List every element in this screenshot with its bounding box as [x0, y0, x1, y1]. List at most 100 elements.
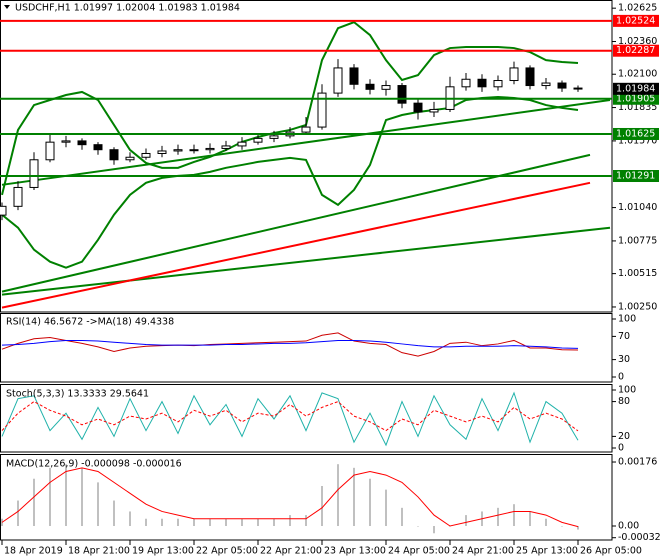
- candle-body: [45, 141, 55, 161]
- histogram-bar: [97, 482, 99, 527]
- histogram-bar: [17, 500, 19, 527]
- histogram-bar: [129, 511, 131, 527]
- candle-body: [173, 149, 183, 152]
- y-tick-label: 0.00176: [618, 457, 657, 468]
- candle-body: [573, 87, 583, 90]
- y-tick-label: -0.000322: [618, 532, 660, 543]
- candle-body: [269, 135, 279, 139]
- histogram-bar: [385, 489, 387, 527]
- histogram-bar: [49, 467, 51, 527]
- indicator-line: [1, 391, 579, 447]
- level-label: 1.02287: [616, 45, 655, 56]
- x-tick-label: 26 Apr 05:00: [580, 546, 642, 557]
- histogram-bar: [225, 518, 227, 527]
- y-tick-label: 1.00515: [618, 268, 657, 279]
- main-title: USDCHF,H1 1.01997 1.02004 1.01983 1.0198…: [15, 3, 240, 14]
- histogram-bar: [65, 464, 67, 527]
- candle-body: [493, 80, 503, 88]
- candle-body: [301, 126, 311, 133]
- level-box: [613, 170, 659, 183]
- stoch-title: Stoch(5,3,3) 13.3333 29.5641: [6, 389, 149, 400]
- level-box: [613, 14, 659, 27]
- macd-panel: [0, 454, 613, 541]
- candle-body: [381, 85, 391, 90]
- x-tick-label: 19 Apr 13:00: [132, 546, 194, 557]
- histogram-bar: [209, 518, 211, 527]
- candle-body: [157, 150, 167, 154]
- indicator-line: [1, 339, 579, 349]
- level-label: 1.01291: [616, 171, 655, 182]
- candle-body: [525, 67, 535, 87]
- histogram-bar: [417, 526, 419, 527]
- y-tick-label: 30: [618, 354, 630, 365]
- x-tick-label: 18 Apr 21:00: [68, 546, 130, 557]
- level-box: [613, 127, 659, 140]
- histogram-bar: [577, 526, 579, 530]
- y-tick-label: 100: [618, 313, 636, 324]
- histogram-bar: [305, 515, 307, 527]
- candle-body: [253, 137, 263, 143]
- histogram-bar: [369, 478, 371, 527]
- candle-body: [349, 67, 359, 85]
- candle-body: [429, 108, 439, 113]
- trend-line: [1, 99, 611, 186]
- plot-area: [1, 332, 579, 357]
- candle-body: [221, 145, 231, 149]
- histogram-bar: [513, 504, 515, 527]
- histogram-bar: [257, 518, 259, 527]
- candle-body: [29, 159, 39, 188]
- last-price-box: [613, 82, 659, 95]
- candle-body: [413, 102, 423, 113]
- histogram-bar: [273, 518, 275, 527]
- signal-line: [1, 467, 579, 528]
- y-tick-label: 1.02360: [618, 36, 657, 47]
- candle-body: [141, 152, 151, 158]
- histogram-bar: [161, 518, 163, 527]
- candle-body: [397, 85, 407, 104]
- trend-line: [1, 153, 591, 293]
- candle-body: [477, 78, 487, 88]
- stoch-panel: [0, 384, 613, 453]
- x-tick-label: 24 Apr 21:00: [452, 546, 514, 557]
- y-tick-label: 1.01835: [618, 102, 657, 113]
- y-tick-label: 70: [618, 331, 630, 342]
- histogram-bar: [401, 507, 403, 527]
- histogram-bar: [465, 515, 467, 527]
- y-tick-label: 1.02100: [618, 69, 657, 80]
- y-tick-label: 1.01570: [618, 135, 657, 146]
- x-tick-label: 25 Apr 13:00: [516, 546, 578, 557]
- candle-body: [189, 149, 199, 152]
- candle-body: [509, 67, 519, 82]
- histogram-bar: [33, 478, 35, 527]
- level-label: 1.02524: [616, 15, 655, 26]
- candle-body: [125, 156, 135, 161]
- histogram-bar: [529, 511, 531, 527]
- histogram-bar: [337, 464, 339, 527]
- candle-body: [557, 82, 567, 89]
- candle-body: [317, 92, 327, 128]
- candle-body: [93, 144, 103, 151]
- y-tick-label: 1.00775: [618, 235, 657, 246]
- histogram-bar: [81, 467, 83, 527]
- x-tick-label: 22 Apr 05:00: [196, 546, 258, 557]
- candle-body: [461, 78, 471, 88]
- x-tick-label: 22 Apr 21:00: [260, 546, 322, 557]
- plot-area: [1, 464, 579, 534]
- rsi-title: RSI(14) 46.5672 ->MA(18) 49.4338: [6, 317, 174, 328]
- x-tick-label: 24 Apr 05:00: [388, 546, 450, 557]
- histogram-bar: [321, 486, 323, 527]
- candle-body: [365, 83, 375, 90]
- menu-icon: [4, 5, 10, 9]
- y-tick-label: 0.00: [618, 521, 639, 532]
- histogram-bar: [241, 518, 243, 527]
- trend-line: [1, 181, 591, 309]
- trend-line: [1, 226, 611, 296]
- level-box: [613, 92, 659, 105]
- main-panel: [0, 0, 613, 313]
- x-tick-label: 18 Apr 2019: [4, 546, 63, 557]
- histogram-bar: [193, 518, 195, 527]
- candle-body: [237, 141, 247, 147]
- candle-body: [13, 186, 23, 207]
